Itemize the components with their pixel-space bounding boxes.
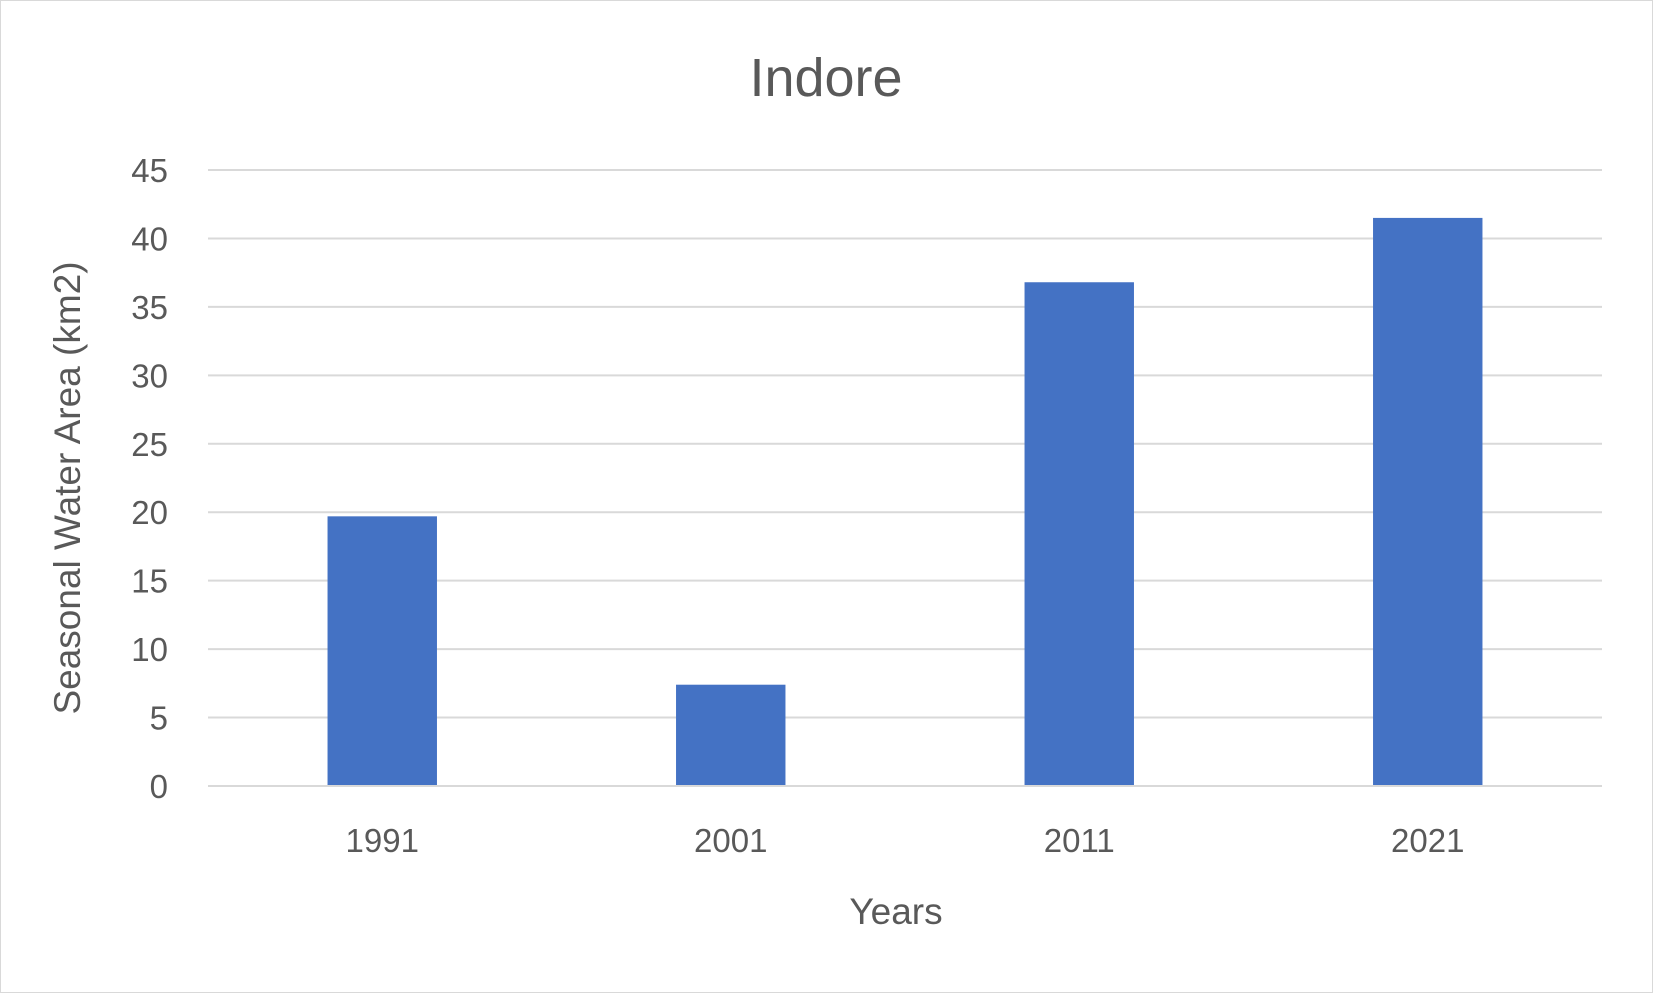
y-tick-label: 0 xyxy=(150,768,168,805)
y-tick-label: 45 xyxy=(131,152,168,189)
x-tick-label: 1991 xyxy=(346,822,419,859)
y-tick-label: 10 xyxy=(131,631,168,668)
y-axis-title: Seasonal Water Area (km2) xyxy=(47,261,88,714)
y-tick-label: 5 xyxy=(150,700,168,737)
chart-title: Indore xyxy=(749,48,902,108)
y-axis-tick-labels: 0 5 10 15 20 25 30 35 40 45 xyxy=(131,152,168,805)
y-tick-label: 40 xyxy=(131,220,168,257)
y-tick-label: 30 xyxy=(131,357,168,394)
x-tick-label: 2011 xyxy=(1044,822,1115,859)
bar-2011 xyxy=(1024,282,1134,786)
x-axis-tick-labels: 1991 2001 2011 2021 xyxy=(346,822,1465,859)
y-tick-label: 15 xyxy=(131,563,168,600)
gridlines xyxy=(208,169,1602,719)
bar-2001 xyxy=(676,684,786,786)
x-axis-title: Years xyxy=(849,891,942,932)
x-tick-label: 2001 xyxy=(694,822,767,859)
bar-1991 xyxy=(327,516,437,786)
y-tick-label: 35 xyxy=(131,289,168,326)
bars xyxy=(327,217,1483,786)
bar-2021 xyxy=(1373,217,1483,786)
y-tick-label: 20 xyxy=(131,494,168,531)
x-tick-label: 2021 xyxy=(1391,822,1464,859)
y-tick-label: 25 xyxy=(131,426,168,463)
